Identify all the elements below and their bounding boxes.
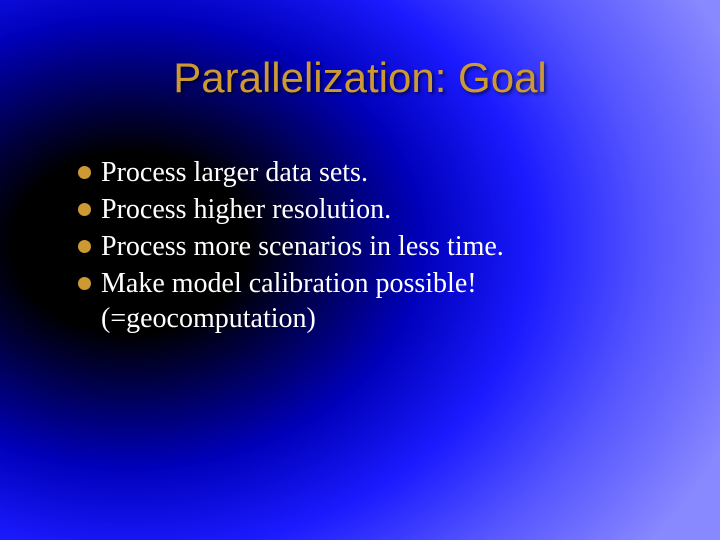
slide-title: Parallelization: Goal xyxy=(0,54,720,102)
bullet-item: Process more scenarios in less time. xyxy=(78,229,660,264)
bullet-item: Make model calibration possible! (=geoco… xyxy=(78,266,660,336)
slide-content: Process larger data sets. Process higher… xyxy=(78,155,660,338)
bullet-text: Make model calibration possible! (=geoco… xyxy=(101,266,660,336)
bullet-icon xyxy=(78,166,91,179)
slide: Parallelization: Goal Process larger dat… xyxy=(0,0,720,540)
bullet-text: Process higher resolution. xyxy=(101,192,660,227)
bullet-text: Process larger data sets. xyxy=(101,155,660,190)
bullet-item: Process larger data sets. xyxy=(78,155,660,190)
bullet-text: Process more scenarios in less time. xyxy=(101,229,660,264)
bullet-icon xyxy=(78,203,91,216)
bullet-icon xyxy=(78,240,91,253)
bullet-icon xyxy=(78,277,91,290)
bullet-item: Process higher resolution. xyxy=(78,192,660,227)
